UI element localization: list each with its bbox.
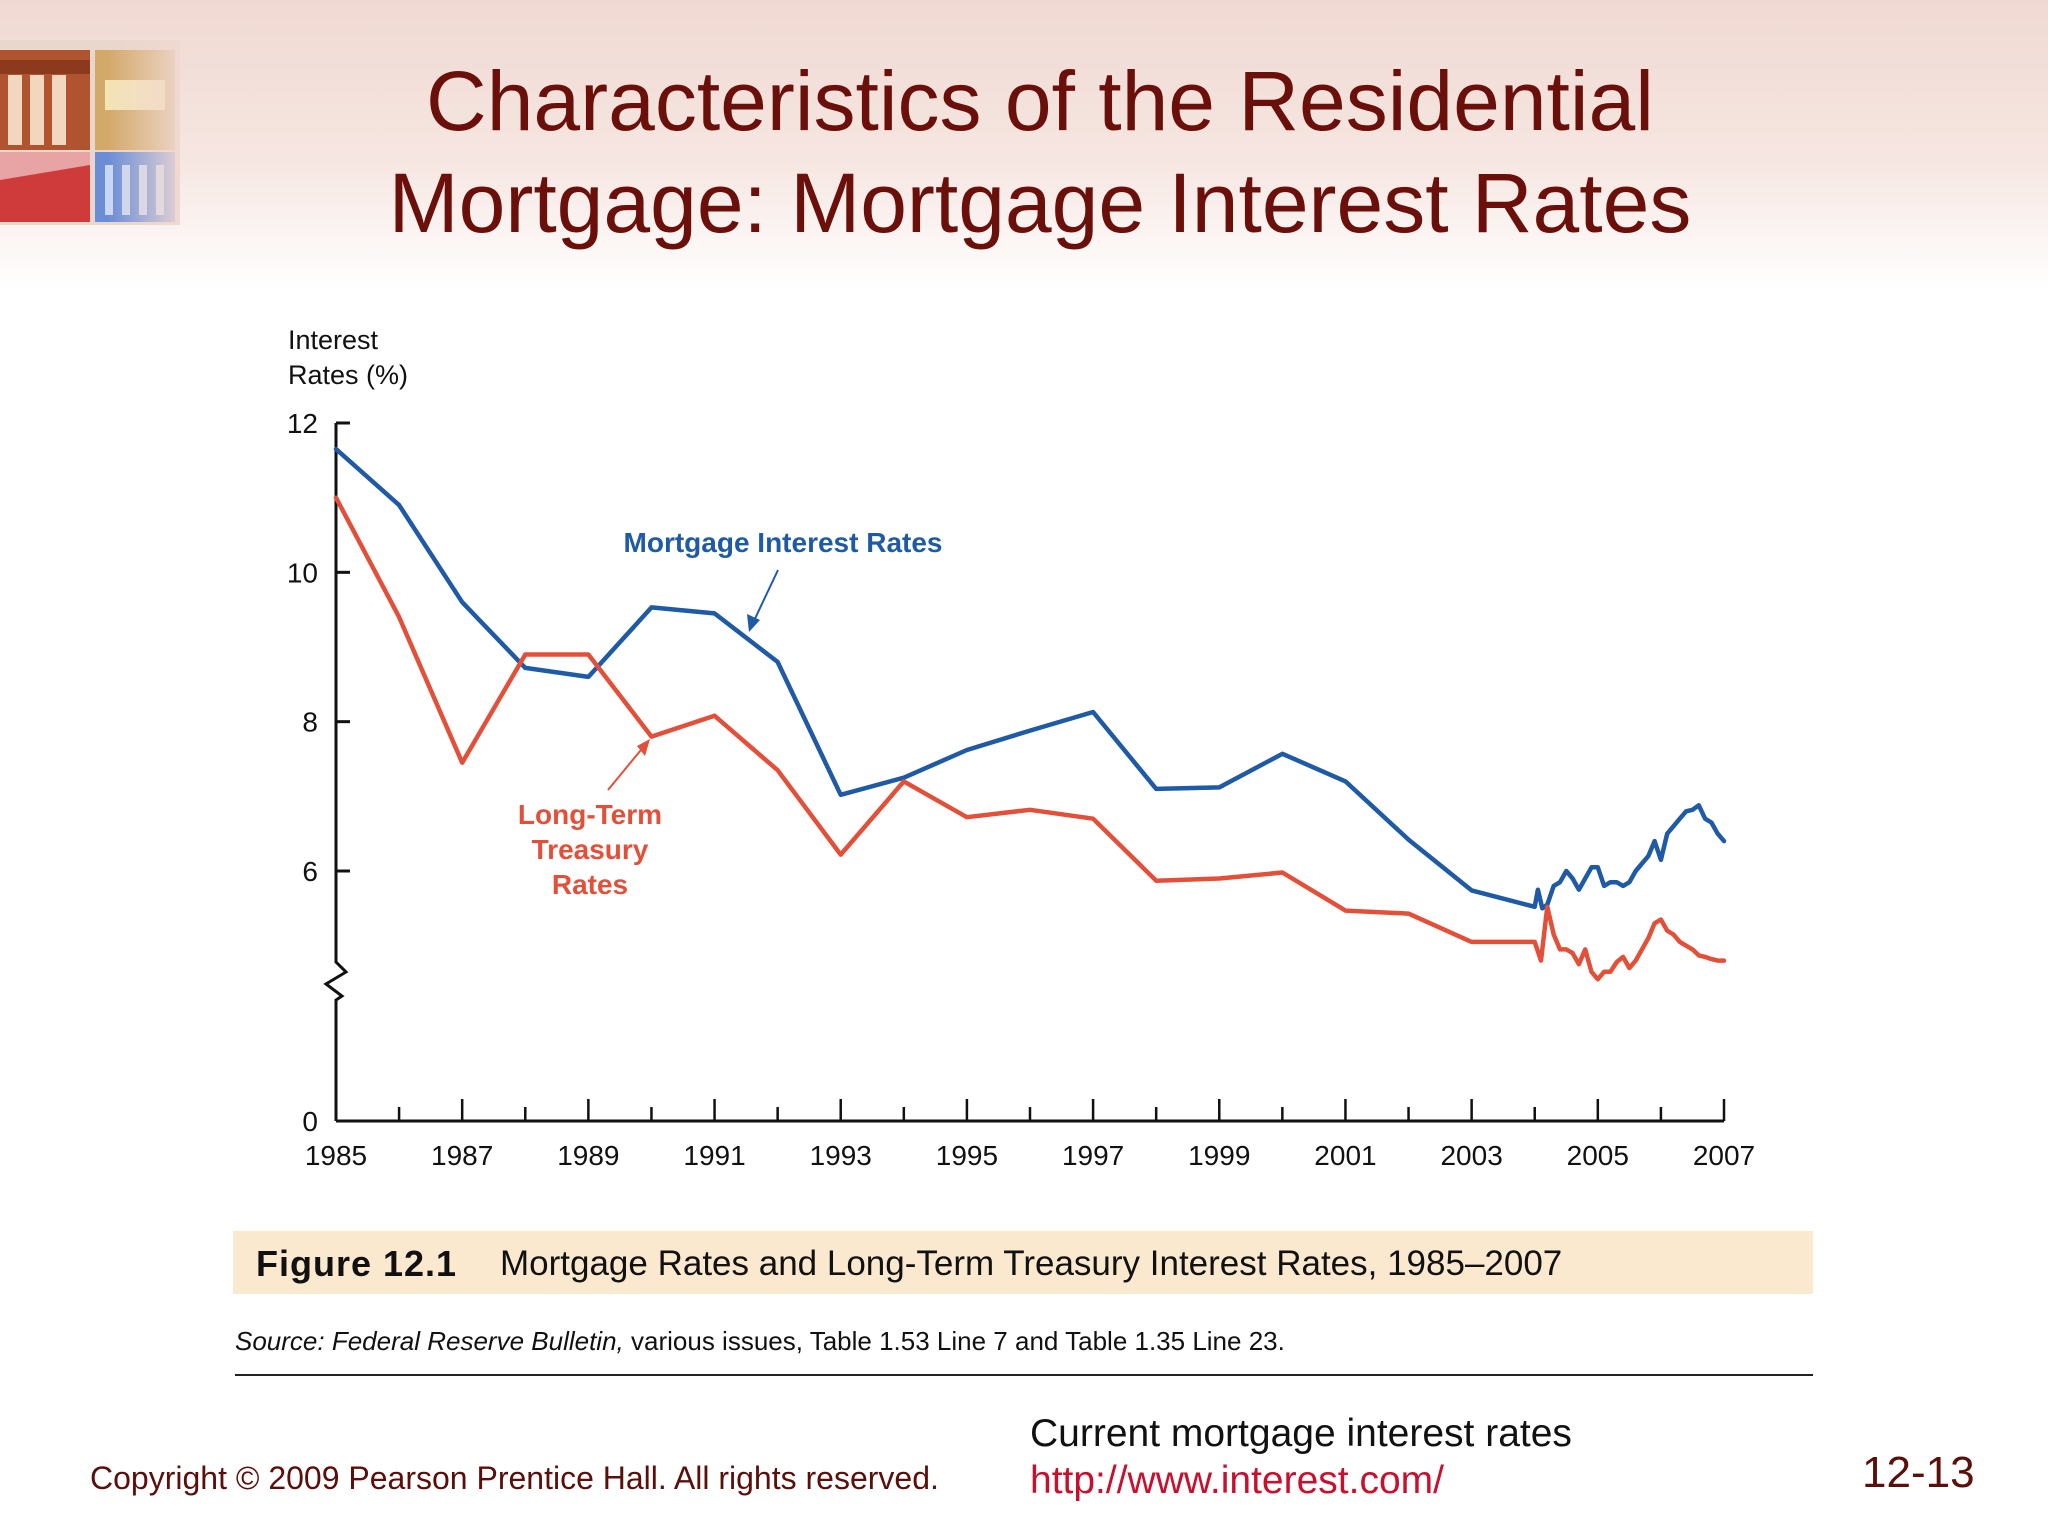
mortgage-series-label: Mortgage Interest Rates bbox=[624, 527, 943, 558]
figure-caption: Mortgage Rates and Long-Term Treasury In… bbox=[500, 1244, 1563, 1283]
slide-title-line1: Characteristics of the Residential bbox=[426, 54, 1654, 148]
treasury-series-label-line2: Treasury bbox=[532, 834, 649, 865]
y-tick-label: 8 bbox=[302, 707, 318, 738]
x-tick-label: 1993 bbox=[810, 1140, 872, 1171]
slide-header bbox=[0, 0, 2048, 290]
interest-rate-chart: 0 6 8 10 12 Interest Rates (%) 1985 1987 1989 1991… bbox=[287, 325, 1755, 1171]
x-tick-label: 2001 bbox=[1314, 1140, 1376, 1171]
mortgage-rate-line bbox=[333, 446, 1727, 911]
mortgage-arrow-head bbox=[747, 614, 760, 632]
x-tick-label: 1995 bbox=[936, 1140, 998, 1171]
x-tick-label: 1997 bbox=[1062, 1140, 1124, 1171]
mortgage-label-arrow bbox=[751, 569, 779, 626]
y-tick-label: 0 bbox=[302, 1106, 318, 1137]
treasury-series-label-line1: Long-Term bbox=[518, 799, 662, 830]
y-axis-label-line1: Interest bbox=[288, 325, 379, 355]
treasury-rate-line bbox=[333, 495, 1727, 982]
x-tick-label: 2003 bbox=[1440, 1140, 1502, 1171]
chart-series bbox=[333, 446, 1727, 982]
source-divider bbox=[235, 1374, 1813, 1376]
treasury-series-label-line3: Rates bbox=[552, 869, 628, 900]
chart-labels: Mortgage Interest Rates Long-Term Treasury… bbox=[518, 527, 943, 900]
x-tick-label: 2007 bbox=[1693, 1140, 1755, 1171]
y-tick-label: 12 bbox=[287, 408, 318, 439]
interest-com-link[interactable]: http://www.interest.com/ bbox=[1030, 1459, 1444, 1502]
slide-number: 12-13 bbox=[1862, 1448, 1975, 1497]
copyright-notice: Copyright © 2009 Pearson Prentice Hall. … bbox=[90, 1460, 939, 1496]
slide-title-line2: Mortgage: Mortgage Interest Rates bbox=[388, 156, 1692, 250]
x-tick-label: 1987 bbox=[431, 1140, 493, 1171]
x-tick-label: 1989 bbox=[557, 1140, 619, 1171]
current-rates-note: Current mortgage interest rates bbox=[1030, 1412, 1572, 1455]
y-axis-label-line2: Rates (%) bbox=[288, 360, 408, 390]
y-tick-label: 6 bbox=[302, 856, 318, 887]
source-prefix: Source: bbox=[235, 1326, 325, 1356]
figure-source: Source: Federal Reserve Bulletin, variou… bbox=[235, 1326, 1285, 1357]
x-tick-label: 1985 bbox=[305, 1140, 367, 1171]
x-tick-label: 2005 bbox=[1567, 1140, 1629, 1171]
treasury-label-arrow bbox=[607, 744, 646, 791]
x-tick-label: 1999 bbox=[1188, 1140, 1250, 1171]
source-publication: Federal Reserve Bulletin, bbox=[331, 1326, 624, 1356]
figure-caption-band bbox=[233, 1231, 1813, 1294]
treasury-arrow-head bbox=[637, 739, 650, 756]
slide-title: Characteristics of the Residential Mortg… bbox=[230, 50, 1850, 254]
x-tick-label: 1991 bbox=[683, 1140, 745, 1171]
source-detail: various issues, Table 1.53 Line 7 and Ta… bbox=[631, 1326, 1285, 1356]
chart-axes: 0 6 8 10 12 Interest Rates (%) 1985 1987 1989 1991… bbox=[287, 325, 1755, 1171]
y-axis-line bbox=[323, 423, 349, 1121]
figure-label: Figure 12.1 bbox=[256, 1243, 458, 1284]
building-collage-logo bbox=[0, 40, 180, 225]
y-tick-label: 10 bbox=[287, 557, 318, 588]
